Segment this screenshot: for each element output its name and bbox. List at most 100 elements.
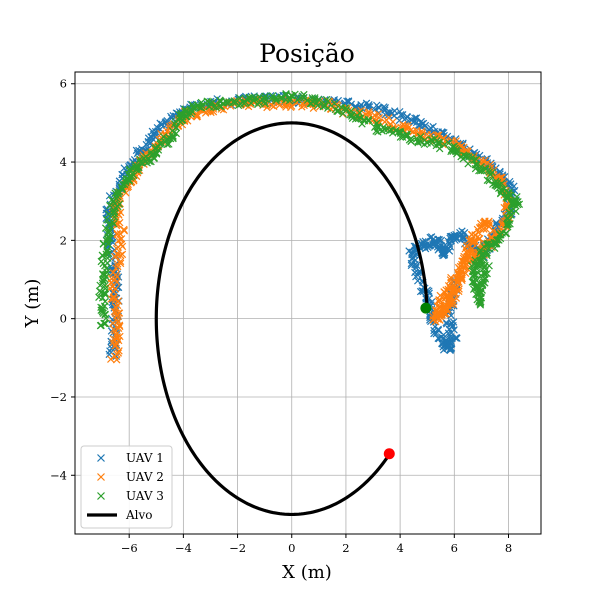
legend-item: UAV 1 xyxy=(97,451,164,465)
uav-point xyxy=(372,127,380,135)
uav-point xyxy=(145,157,154,166)
uav-point xyxy=(412,272,420,281)
uav-point xyxy=(484,240,493,248)
uav-point xyxy=(485,217,493,225)
uav-point xyxy=(435,296,443,304)
uav-point xyxy=(324,104,332,112)
uav-point xyxy=(504,220,513,228)
legend-label: UAV 1 xyxy=(126,451,164,465)
uav-point xyxy=(475,297,483,306)
uav-point xyxy=(128,172,136,181)
uav-point xyxy=(118,184,127,193)
y-tick-label: 0 xyxy=(60,312,67,326)
uav-point xyxy=(407,137,415,146)
uav-point xyxy=(432,330,440,338)
uav-point xyxy=(110,210,119,218)
x-tick-label: −4 xyxy=(175,541,192,555)
uav-point xyxy=(110,213,119,221)
uav-point xyxy=(147,133,155,141)
uav-point xyxy=(104,210,113,218)
alvo-end-marker xyxy=(383,448,395,460)
uav-point xyxy=(96,281,104,290)
uav-point xyxy=(458,227,466,235)
uav-point xyxy=(272,96,280,105)
uav-point xyxy=(488,168,496,177)
uav-point xyxy=(114,349,123,357)
legend-label: UAV 2 xyxy=(126,470,164,484)
y-tick-label: −4 xyxy=(50,468,67,482)
x-tick-label: 2 xyxy=(342,541,349,555)
uav-point xyxy=(320,102,329,110)
uav-point xyxy=(485,262,493,270)
uav-point xyxy=(510,201,519,209)
plot-area xyxy=(95,90,524,517)
uav-point xyxy=(472,161,480,169)
uav-point xyxy=(484,166,492,175)
uav-point xyxy=(483,176,492,184)
uav-point xyxy=(433,302,442,310)
uav-point xyxy=(414,137,422,146)
uav-point xyxy=(420,140,429,149)
y-tick-label: −2 xyxy=(50,390,67,404)
uav-point xyxy=(223,98,231,107)
uav-point xyxy=(427,233,436,241)
uav-point xyxy=(311,94,319,102)
uav-point xyxy=(469,156,478,164)
uav-point xyxy=(101,284,110,293)
uav-point xyxy=(464,159,472,168)
uav-point xyxy=(114,318,122,326)
uav-point xyxy=(385,127,393,135)
uav-point xyxy=(435,144,444,153)
uav-point xyxy=(448,334,456,343)
uav-point xyxy=(118,250,127,259)
uav-point xyxy=(122,175,131,184)
uav-point xyxy=(109,268,117,277)
uav-point xyxy=(113,333,122,341)
uav-point xyxy=(144,137,153,146)
uav-point xyxy=(455,287,463,296)
uav-point xyxy=(411,114,419,122)
uav-point xyxy=(277,93,286,101)
uav-point xyxy=(309,104,318,112)
x-axis-label: X (m) xyxy=(282,562,332,583)
uav-point xyxy=(181,108,190,116)
uav-point xyxy=(101,297,109,306)
uav-point xyxy=(414,268,422,277)
uav-point xyxy=(416,138,425,146)
uav-point xyxy=(469,277,477,286)
uav-point xyxy=(508,200,516,209)
x-tick-label: 8 xyxy=(505,541,512,555)
uav-point xyxy=(364,117,373,125)
uav-point xyxy=(208,98,217,107)
uav-point xyxy=(343,97,351,105)
uav-point xyxy=(101,290,109,299)
uav-point xyxy=(396,133,405,141)
uav-point xyxy=(357,101,365,109)
uav-point xyxy=(452,146,461,154)
uav-point xyxy=(497,179,506,188)
uav-point xyxy=(110,325,118,333)
uav-point xyxy=(456,265,464,274)
uav-point xyxy=(253,95,262,103)
uav-point xyxy=(375,114,383,122)
uav-point xyxy=(106,201,114,210)
uav-point xyxy=(102,264,111,273)
series-uav-3 xyxy=(95,90,524,330)
uav-point xyxy=(291,90,299,99)
uav-point xyxy=(248,93,256,101)
uav-point xyxy=(476,167,485,175)
uav-point xyxy=(188,100,197,109)
legend-marker xyxy=(97,454,105,462)
uav-point xyxy=(99,259,107,268)
uav-point xyxy=(364,115,373,124)
uav-point xyxy=(381,106,389,114)
legend-label: Alvo xyxy=(125,508,153,522)
y-tick-label: 2 xyxy=(60,233,67,247)
legend-item: UAV 3 xyxy=(97,489,164,503)
y-tick-label: 4 xyxy=(60,155,67,169)
uav-point xyxy=(447,319,456,327)
uav-point xyxy=(152,150,161,158)
uav-point xyxy=(113,334,122,343)
uav-point xyxy=(285,96,294,105)
x-tick-label: −6 xyxy=(121,541,138,555)
